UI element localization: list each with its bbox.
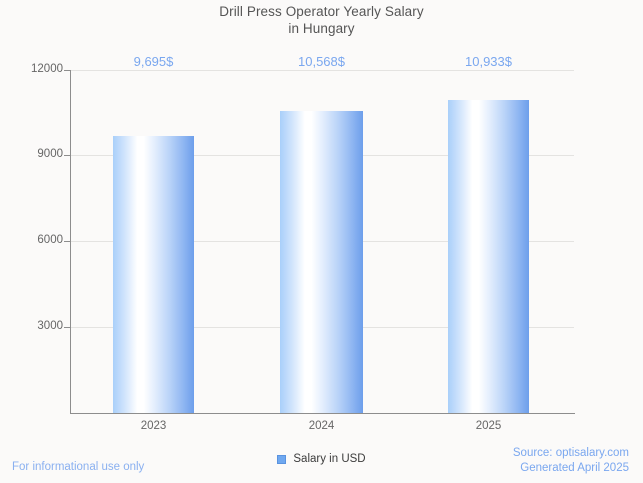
source-attribution: Source: optisalary.com Generated April 2… (513, 446, 629, 476)
y-axis-tick-label-12000: 12000 (31, 63, 63, 75)
bar-value-label-2023: 9,695$ (133, 54, 174, 69)
chart-title-line-2: in Hungary (288, 21, 355, 36)
y-axis-tick-label-6000: 6000 (37, 234, 63, 246)
legend-item-label: Salary in USD (293, 453, 366, 465)
y-axis-tick-label-9000: 9000 (37, 148, 63, 160)
source-text: Source: optisalary.com (512, 447, 629, 459)
y-tick-mark-3000 (64, 327, 70, 328)
y-axis-line (70, 70, 71, 414)
x-axis-line (70, 413, 575, 414)
y-tick-mark-6000 (64, 241, 70, 242)
x-axis-tick-label-2024: 2024 (308, 420, 335, 432)
bar-2023[interactable] (113, 136, 194, 413)
y-tick-mark-12000 (64, 70, 70, 71)
bar-2024[interactable] (280, 111, 363, 413)
y-tick-mark-9000 (64, 155, 70, 156)
x-axis-tick-label-2023: 2023 (140, 420, 167, 432)
disclaimer-text: For informational use only (12, 461, 145, 473)
chart-title-line-1: Drill Press Operator Yearly Salary (219, 4, 424, 19)
y-axis-tick-label-3000: 3000 (37, 320, 63, 332)
legend-swatch-icon (277, 454, 287, 464)
bar-2025[interactable] (448, 100, 529, 413)
plot-area (64, 70, 574, 413)
chart-title: Drill Press Operator Yearly Salary in Hu… (0, 3, 643, 37)
bar-value-label-2025: 10,933$ (465, 54, 512, 69)
gridline-12000 (70, 70, 574, 71)
bar-value-label-2024: 10,568$ (298, 54, 345, 69)
generated-date-text: Generated April 2025 (520, 462, 629, 474)
chart-legend[interactable]: Salary in USD (0, 453, 643, 465)
x-axis-tick-label-2025: 2025 (475, 420, 502, 432)
